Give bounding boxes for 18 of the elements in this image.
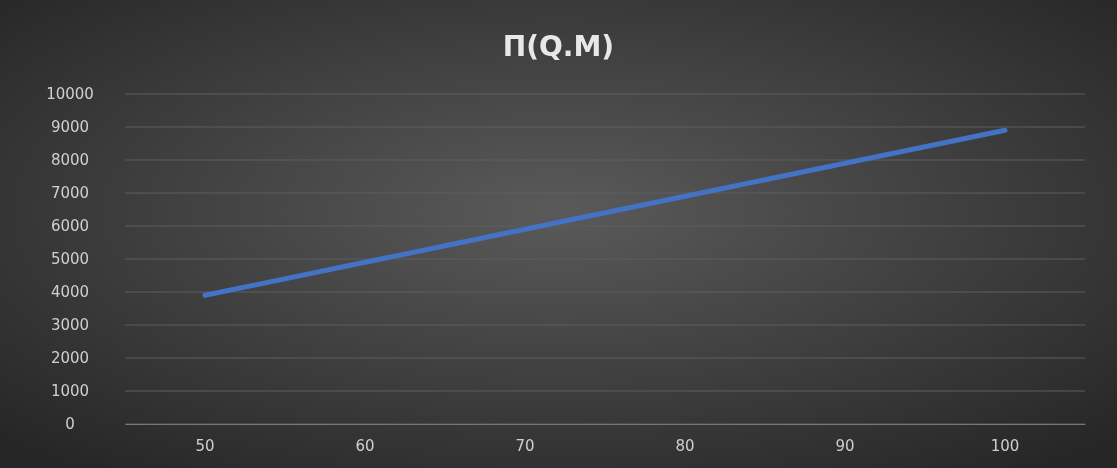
y-tick-label: 0 [65,415,75,434]
chart-title: П(Q.M) [502,30,615,63]
x-tick-label: 60 [355,436,375,455]
y-tick-label: 5000 [50,250,90,269]
x-tick-label: 70 [515,436,535,455]
y-tick-label: 1000 [50,382,90,401]
y-tick-label: 9000 [50,118,90,137]
y-tick-label: 2000 [50,349,90,368]
x-tick-label: 100 [990,436,1020,455]
x-tick-label: 90 [835,436,855,455]
y-tick-label: 10000 [46,85,94,104]
y-tick-label: 7000 [50,184,90,203]
y-tick-label: 6000 [50,217,90,236]
y-tick-label: 4000 [50,283,90,302]
y-tick-label: 8000 [50,151,90,170]
x-tick-label: 50 [195,436,215,455]
x-tick-label: 80 [675,436,695,455]
y-tick-label: 3000 [50,316,90,335]
